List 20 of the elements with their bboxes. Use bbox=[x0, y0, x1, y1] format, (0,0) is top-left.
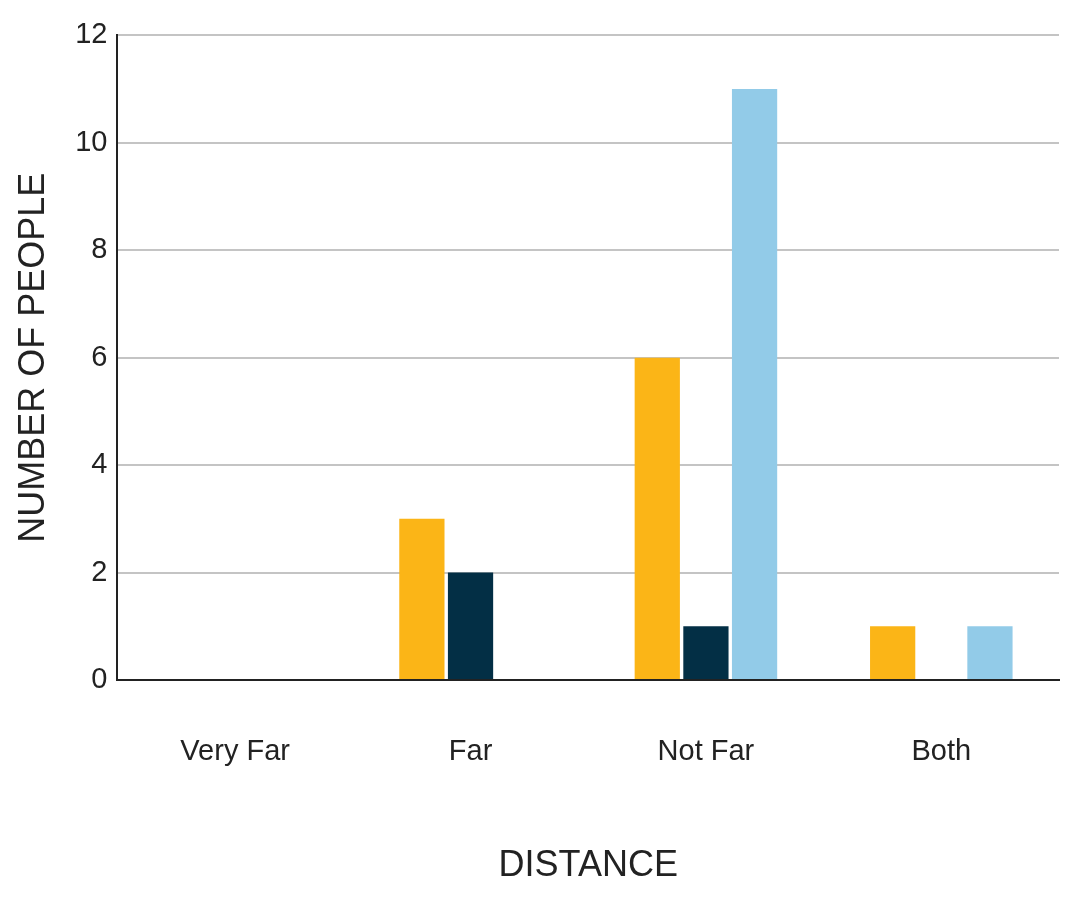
y-tick-label: 8 bbox=[91, 232, 108, 265]
x-tick-label: Not Far bbox=[657, 734, 755, 767]
x-tick-label: Very Far bbox=[180, 734, 291, 767]
bar bbox=[634, 357, 680, 679]
y-tick-label: 12 bbox=[75, 17, 108, 50]
bar bbox=[683, 626, 729, 679]
y-tick-label: 6 bbox=[91, 339, 108, 372]
y-tick-label: 4 bbox=[91, 447, 108, 480]
x-tick-label: Far bbox=[448, 734, 493, 767]
bar bbox=[399, 518, 445, 679]
bar bbox=[967, 626, 1013, 679]
x-axis-title: DISTANCE bbox=[498, 843, 678, 885]
x-tick-label: Both bbox=[911, 734, 972, 767]
bar bbox=[731, 89, 778, 679]
y-tick-label: 0 bbox=[91, 662, 108, 694]
bar bbox=[870, 626, 916, 679]
bar bbox=[447, 572, 494, 679]
y-tick-label: 2 bbox=[91, 554, 108, 587]
y-tick-label: 10 bbox=[75, 124, 108, 157]
y-axis-title: NUMBER OF PEOPLE bbox=[10, 172, 52, 543]
